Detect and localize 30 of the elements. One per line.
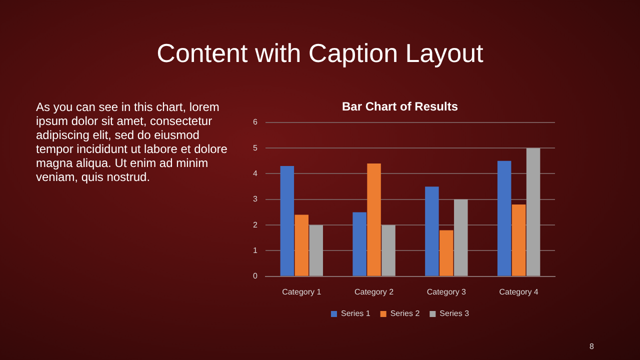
bar [526,148,540,276]
bar [294,214,309,276]
y-tick-label: 5 [252,143,258,152]
y-tick-label: 2 [252,220,258,230]
bar [367,163,381,276]
y-tick-label: 3 [252,194,258,204]
chart-title: Bar Chart of Results [342,100,458,114]
bar [425,186,439,276]
x-tick-label: Category 4 [499,287,539,296]
bar [280,166,294,276]
x-tick-label: Category 2 [354,287,394,296]
bar [512,204,526,276]
text: As you can see in this chart, lorem ipsum dolor sit amet, consectetur adipiscing elit, sed do eiusmod tempor incididunt ut labore et dolore magna aliqua. Ut enim ad minim veniam, quis nostrud. [36,100,228,184]
y-tick-label: 4 [252,168,258,178]
bar [352,212,366,276]
x-tick-label: Category 1 [282,287,322,296]
bar [497,160,512,276]
legend-label: Series 1 [340,309,371,318]
text: Content with Caption Layout [156,38,484,69]
legend-label: Series 3 [440,309,470,318]
y-tick-label: 0 [252,272,258,281]
y-tick-label: 6 [252,118,258,127]
bar [440,230,454,276]
text: 8 [588,342,594,351]
y-tick-label: 1 [252,246,258,255]
legend-label: Series 2 [390,309,420,318]
x-tick-label: Category 3 [426,287,467,296]
bar [382,225,396,276]
bar [309,225,323,276]
bar [454,199,468,276]
